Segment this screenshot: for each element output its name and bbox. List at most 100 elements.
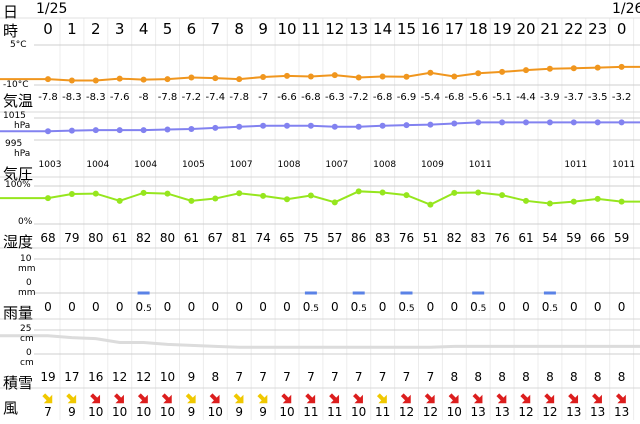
pressure-value: 1007 bbox=[325, 160, 349, 170]
pressure-axis-top: 1015 bbox=[3, 111, 26, 121]
wind-arrow bbox=[209, 393, 220, 404]
rain-value: 0 bbox=[259, 300, 267, 314]
temperature-point bbox=[260, 74, 267, 80]
wind-arrow bbox=[353, 393, 363, 404]
rain-value: 0.5 bbox=[302, 300, 320, 314]
hour-cell: 9 bbox=[258, 20, 268, 38]
humidity-point bbox=[618, 198, 625, 205]
wind-arrow bbox=[137, 393, 148, 404]
wind-arrow bbox=[544, 393, 555, 404]
humidity-point bbox=[355, 188, 362, 195]
wind-speed: 12 bbox=[542, 405, 558, 419]
wind-speed: 10 bbox=[351, 405, 367, 419]
snow-value: 9 bbox=[187, 370, 196, 384]
rain-value: 0 bbox=[498, 300, 506, 314]
snow-value: 8 bbox=[450, 370, 459, 384]
hour-cell: 6 bbox=[186, 20, 197, 38]
hour-cell: 11 bbox=[301, 20, 321, 38]
humidity-value: 82 bbox=[446, 231, 462, 245]
hour-cell: 12 bbox=[325, 20, 345, 38]
snow-value: 7 bbox=[402, 370, 411, 384]
humidity-point bbox=[475, 189, 482, 196]
temperature-value: -7.2 bbox=[348, 92, 369, 103]
pressure-value: 1009 bbox=[420, 160, 444, 170]
humidity-value: 80 bbox=[88, 231, 104, 245]
hour-cell: 1 bbox=[67, 20, 77, 38]
pressure-value: 1011 bbox=[564, 160, 588, 170]
wind-speed: 10 bbox=[112, 405, 128, 419]
wind-speed: 11 bbox=[303, 405, 319, 419]
humidity-label: 湿度 bbox=[3, 233, 34, 251]
day-row-label: 日 bbox=[3, 3, 19, 21]
temperature-value: -8.3 bbox=[86, 92, 106, 103]
temperature-value: -7.6 bbox=[109, 92, 130, 103]
temperature-value: -3.2 bbox=[611, 92, 632, 103]
temperature-value: -5.6 bbox=[468, 92, 488, 103]
pressure-point bbox=[92, 127, 99, 134]
wind-arrow bbox=[114, 393, 124, 404]
snow-value: 7 bbox=[283, 370, 291, 384]
pressure-point bbox=[140, 127, 147, 134]
wind-arrow bbox=[185, 393, 196, 404]
temperature-point bbox=[594, 64, 601, 71]
humidity-value: 83 bbox=[470, 231, 486, 245]
wind-arrow bbox=[472, 393, 483, 404]
pressure-point bbox=[475, 119, 482, 126]
wind-arrow bbox=[448, 393, 459, 404]
humidity-point bbox=[499, 192, 506, 199]
temp-axis-bottom: -10°C bbox=[3, 80, 29, 90]
hour-cell: 21 bbox=[540, 20, 560, 38]
temperature-value: -7.4 bbox=[205, 92, 226, 103]
humidity-value: 76 bbox=[494, 231, 510, 245]
humidity-point bbox=[164, 190, 171, 197]
temperature-point bbox=[212, 75, 219, 82]
hour-cell: 8 bbox=[234, 20, 244, 38]
humidity-point bbox=[236, 190, 243, 197]
snow-value: 8 bbox=[569, 370, 578, 384]
rain-value: 0.5 bbox=[470, 300, 487, 314]
humidity-value: 66 bbox=[590, 231, 606, 245]
snow-value: 8 bbox=[617, 370, 626, 384]
hour-cell: 13 bbox=[349, 20, 369, 38]
rain-value: 0 bbox=[211, 300, 220, 314]
snow-value: 7 bbox=[330, 370, 339, 384]
humidity-point bbox=[68, 190, 75, 197]
pressure-point bbox=[116, 127, 123, 134]
temperature-point bbox=[546, 65, 553, 72]
hour-cell: 4 bbox=[138, 20, 149, 38]
temperature-point bbox=[116, 75, 123, 82]
wind-speed: 9 bbox=[187, 405, 196, 419]
snow-value: 12 bbox=[135, 370, 152, 384]
humidity-value: 51 bbox=[422, 231, 439, 245]
wind-speed: 9 bbox=[235, 405, 244, 419]
humidity-point bbox=[523, 197, 529, 204]
pressure-point bbox=[403, 122, 410, 129]
temperature-point bbox=[68, 77, 75, 84]
wind-speed: 10 bbox=[207, 405, 223, 419]
temperature-value: -8.3 bbox=[62, 92, 82, 103]
humidity-point bbox=[570, 198, 577, 205]
hour-cell: 20 bbox=[516, 20, 536, 38]
humidity-value: 59 bbox=[566, 231, 582, 245]
humidity-value: 76 bbox=[398, 231, 415, 245]
snow-value: 12 bbox=[112, 370, 128, 384]
temperature-value: -6.9 bbox=[396, 92, 417, 103]
humidity-point bbox=[403, 192, 410, 199]
hour-cell: 16 bbox=[420, 20, 440, 38]
temperature-value: -6.6 bbox=[277, 92, 297, 103]
pressure-point bbox=[499, 119, 506, 126]
humidity-point bbox=[594, 195, 601, 202]
pressure-point bbox=[523, 119, 529, 126]
pressure-value: 1008 bbox=[277, 160, 301, 170]
wind-speed: 11 bbox=[327, 405, 343, 419]
pressure-value: 1004 bbox=[134, 160, 158, 170]
pressure-label: 気圧 bbox=[3, 165, 34, 183]
snow-value: 10 bbox=[159, 370, 176, 384]
humidity-value: 86 bbox=[351, 231, 367, 245]
pressure-value: 1008 bbox=[373, 160, 397, 170]
humidity-point bbox=[451, 189, 458, 196]
rain-value: 0 bbox=[163, 300, 172, 314]
rain-value: 0 bbox=[617, 300, 626, 314]
humidity-value: 80 bbox=[159, 231, 176, 245]
temperature-value: -7.8 bbox=[38, 92, 58, 103]
